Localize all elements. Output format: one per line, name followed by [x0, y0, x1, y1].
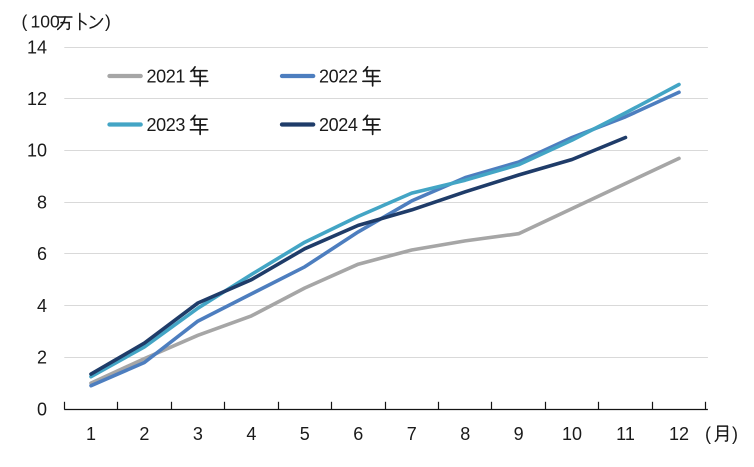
- svg-text:6: 6: [37, 244, 47, 264]
- svg-text:14: 14: [27, 37, 47, 57]
- svg-text:0: 0: [37, 399, 47, 419]
- svg-text:11: 11: [616, 424, 635, 444]
- svg-text:12: 12: [669, 424, 689, 444]
- svg-text:10: 10: [562, 424, 582, 444]
- svg-text:4: 4: [37, 296, 47, 316]
- svg-text:12: 12: [27, 89, 47, 109]
- svg-text:2022: 2022: [319, 66, 358, 86]
- svg-text:2: 2: [139, 424, 149, 444]
- svg-text:): ): [732, 424, 738, 444]
- svg-text:): ): [105, 11, 111, 31]
- svg-text:8: 8: [460, 424, 470, 444]
- svg-text:2021: 2021: [147, 66, 186, 86]
- svg-text:100: 100: [31, 11, 60, 31]
- svg-text:2023: 2023: [147, 115, 186, 135]
- svg-text:6: 6: [353, 424, 363, 444]
- svg-text:(: (: [22, 11, 28, 31]
- svg-text:2: 2: [37, 348, 47, 368]
- svg-text:10: 10: [27, 141, 47, 161]
- svg-text:3: 3: [193, 424, 203, 444]
- svg-text:7: 7: [407, 424, 417, 444]
- svg-text:5: 5: [300, 424, 310, 444]
- svg-text:9: 9: [514, 424, 524, 444]
- svg-text:2024: 2024: [319, 115, 358, 135]
- svg-text:1: 1: [86, 424, 96, 444]
- svg-text:(: (: [705, 424, 711, 444]
- svg-text:8: 8: [37, 192, 47, 212]
- svg-text:4: 4: [246, 424, 256, 444]
